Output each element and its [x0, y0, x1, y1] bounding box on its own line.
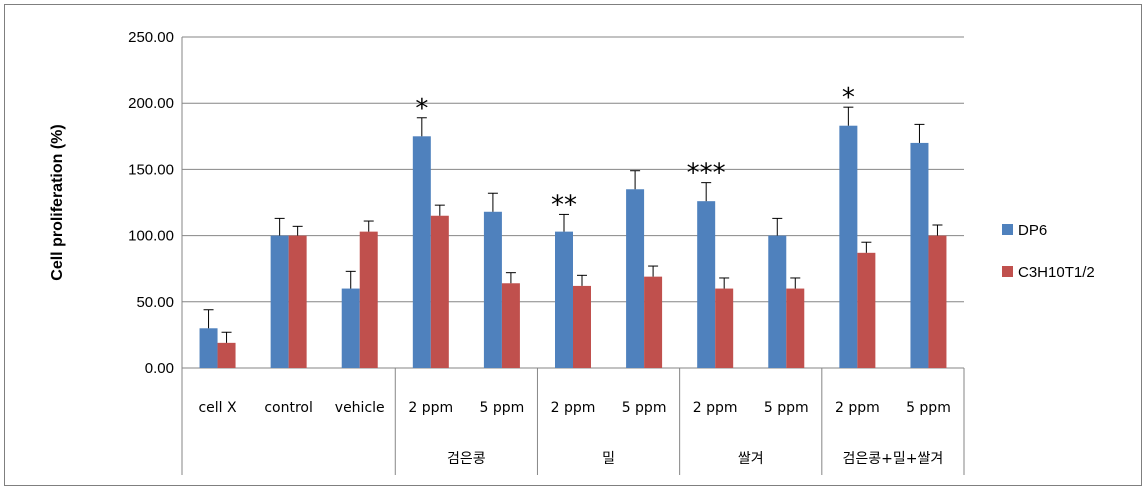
category-label: vehicle	[335, 400, 385, 416]
group-label: 쌀겨	[738, 451, 764, 467]
group-label: 검은콩	[447, 451, 486, 467]
bar-dp6	[199, 328, 218, 368]
y-tick-label: 0.00	[145, 360, 174, 377]
bar-c3h10t1-2	[786, 288, 805, 368]
category-label: control	[264, 400, 313, 416]
significance-marker: *	[415, 94, 428, 124]
category-label: cell X	[198, 400, 237, 416]
y-tick-label: 50.00	[136, 294, 174, 311]
category-label: 5 ppm	[906, 400, 951, 416]
y-axis-label: Cell proliferation (%)	[49, 124, 66, 280]
category-label: 5 ppm	[622, 400, 667, 416]
y-tick-label: 150.00	[128, 161, 174, 178]
y-tick-label: 100.00	[128, 228, 174, 245]
category-label: 2 ppm	[408, 400, 453, 416]
category-label: 2 ppm	[693, 400, 738, 416]
bar-dp6	[697, 201, 716, 368]
category-label: 5 ppm	[480, 400, 525, 416]
bar-c3h10t1-2	[501, 283, 520, 368]
y-tick-label: 250.00	[128, 29, 174, 46]
significance-marker: **	[551, 190, 577, 220]
category-label: 5 ppm	[764, 400, 809, 416]
bar-dp6	[412, 136, 431, 368]
legend-label: DP6	[1018, 222, 1047, 239]
bar-dp6	[341, 288, 360, 368]
legend-swatch	[1002, 266, 1013, 277]
bar-dp6	[270, 235, 289, 368]
bar-dp6	[768, 235, 787, 368]
category-label: 2 ppm	[835, 400, 880, 416]
bar-c3h10t1-2	[573, 285, 591, 368]
bar-c3h10t1-2	[217, 342, 236, 368]
group-label: 밀	[602, 451, 615, 467]
bar-dp6	[483, 211, 502, 368]
bar-c3h10t1-2	[430, 215, 449, 368]
bar-c3h10t1-2	[644, 276, 663, 368]
bar-c3h10t1-2	[288, 235, 307, 368]
group-label: 검은콩+밀+쌀겨	[843, 451, 944, 467]
bar-c3h10t1-2	[857, 252, 876, 368]
bar-c3h10t1-2	[928, 235, 947, 368]
bar-dp6	[626, 189, 645, 368]
significance-marker: *	[842, 83, 855, 113]
bar-dp6	[910, 142, 929, 368]
bar-c3h10t1-2	[359, 231, 378, 368]
legend-label: C3H10T1/2	[1018, 264, 1095, 281]
legend-swatch	[1002, 224, 1013, 235]
significance-marker: ***	[687, 159, 726, 189]
bar-dp6	[839, 125, 858, 368]
bar-c3h10t1-2	[715, 288, 734, 368]
y-tick-label: 200.00	[128, 95, 174, 112]
bar-dp6	[555, 231, 573, 368]
category-label: 2 ppm	[551, 400, 596, 416]
